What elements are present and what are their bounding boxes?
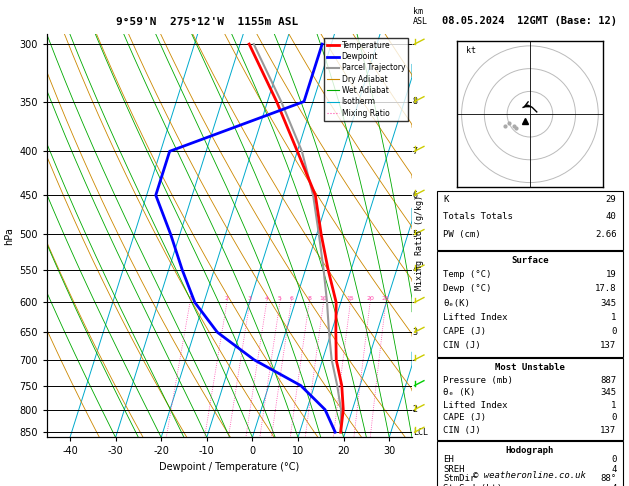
Text: Hodograph: Hodograph bbox=[506, 446, 554, 455]
Text: Temp (°C): Temp (°C) bbox=[443, 270, 492, 279]
Text: 5: 5 bbox=[278, 296, 282, 301]
Text: 19: 19 bbox=[606, 270, 616, 279]
Text: 0: 0 bbox=[611, 413, 616, 422]
Text: 40: 40 bbox=[606, 212, 616, 222]
Text: 345: 345 bbox=[600, 298, 616, 308]
Text: 4: 4 bbox=[413, 265, 418, 275]
Text: 137: 137 bbox=[600, 341, 616, 350]
Text: Surface: Surface bbox=[511, 256, 548, 265]
Text: 4: 4 bbox=[611, 484, 616, 486]
Text: kt: kt bbox=[466, 46, 476, 55]
Text: Lifted Index: Lifted Index bbox=[443, 401, 508, 410]
Text: 0: 0 bbox=[611, 455, 616, 464]
Text: 6: 6 bbox=[289, 296, 293, 301]
Text: Most Unstable: Most Unstable bbox=[495, 363, 565, 372]
Text: 25: 25 bbox=[382, 296, 390, 301]
Text: Totals Totals: Totals Totals bbox=[443, 212, 513, 222]
Text: StmSpd (kt): StmSpd (kt) bbox=[443, 484, 503, 486]
Text: 887: 887 bbox=[600, 376, 616, 384]
Text: 345: 345 bbox=[600, 388, 616, 397]
Text: 8: 8 bbox=[307, 296, 311, 301]
Text: 3: 3 bbox=[248, 296, 252, 301]
Text: 17.8: 17.8 bbox=[595, 284, 616, 294]
Legend: Temperature, Dewpoint, Parcel Trajectory, Dry Adiabat, Wet Adiabat, Isotherm, Mi: Temperature, Dewpoint, Parcel Trajectory… bbox=[324, 38, 408, 121]
Text: 7: 7 bbox=[413, 147, 418, 156]
Text: Pressure (mb): Pressure (mb) bbox=[443, 376, 513, 384]
Text: 8: 8 bbox=[413, 97, 418, 106]
Text: PW (cm): PW (cm) bbox=[443, 229, 481, 239]
Text: 0: 0 bbox=[611, 327, 616, 336]
Text: 10: 10 bbox=[320, 296, 327, 301]
Text: CAPE (J): CAPE (J) bbox=[443, 327, 486, 336]
Text: 2: 2 bbox=[225, 296, 229, 301]
Text: StmDir: StmDir bbox=[443, 474, 476, 483]
Text: 15: 15 bbox=[347, 296, 354, 301]
Text: CIN (J): CIN (J) bbox=[443, 341, 481, 350]
Text: K: K bbox=[443, 195, 449, 205]
Y-axis label: hPa: hPa bbox=[4, 227, 14, 244]
Text: θₑ(K): θₑ(K) bbox=[443, 298, 470, 308]
Text: 1: 1 bbox=[611, 401, 616, 410]
Text: 4: 4 bbox=[611, 465, 616, 474]
Text: 1: 1 bbox=[188, 296, 192, 301]
Text: CIN (J): CIN (J) bbox=[443, 426, 481, 435]
Text: 6: 6 bbox=[413, 191, 418, 200]
Text: CAPE (J): CAPE (J) bbox=[443, 413, 486, 422]
Text: 5: 5 bbox=[413, 230, 418, 239]
X-axis label: Dewpoint / Temperature (°C): Dewpoint / Temperature (°C) bbox=[160, 462, 299, 472]
Text: 4: 4 bbox=[265, 296, 269, 301]
Text: Mixing Ratio (g/kg): Mixing Ratio (g/kg) bbox=[415, 195, 424, 291]
Text: 9°59'N  275°12'W  1155m ASL: 9°59'N 275°12'W 1155m ASL bbox=[116, 17, 299, 27]
Text: θₑ (K): θₑ (K) bbox=[443, 388, 476, 397]
Text: 3: 3 bbox=[413, 328, 418, 337]
Text: EH: EH bbox=[443, 455, 454, 464]
Text: SREH: SREH bbox=[443, 465, 465, 474]
Text: Dewp (°C): Dewp (°C) bbox=[443, 284, 492, 294]
Text: LCL: LCL bbox=[413, 428, 428, 437]
Text: 88°: 88° bbox=[600, 474, 616, 483]
Text: Lifted Index: Lifted Index bbox=[443, 312, 508, 322]
Text: 29: 29 bbox=[606, 195, 616, 205]
Text: km
ASL: km ASL bbox=[413, 6, 428, 26]
Text: 2.66: 2.66 bbox=[595, 229, 616, 239]
Text: 08.05.2024  12GMT (Base: 12): 08.05.2024 12GMT (Base: 12) bbox=[442, 16, 618, 26]
Text: 20: 20 bbox=[366, 296, 374, 301]
Text: 1: 1 bbox=[611, 312, 616, 322]
Text: © weatheronline.co.uk: © weatheronline.co.uk bbox=[474, 471, 586, 480]
Text: 137: 137 bbox=[600, 426, 616, 435]
Text: 2: 2 bbox=[413, 405, 418, 414]
